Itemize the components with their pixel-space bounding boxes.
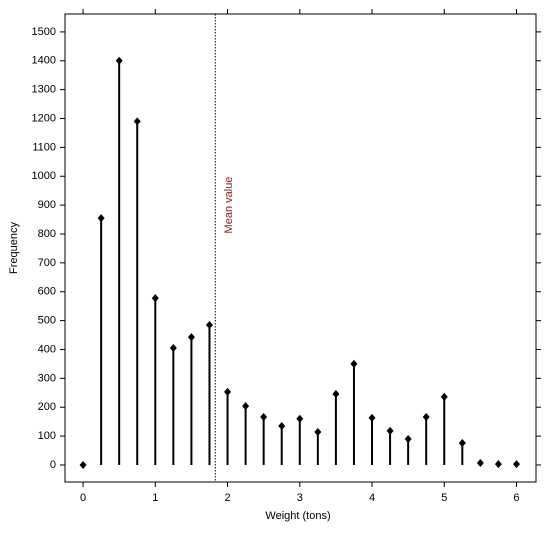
stem-marker bbox=[422, 413, 430, 422]
stem-marker bbox=[260, 413, 268, 422]
x-tick-label: 2 bbox=[224, 492, 230, 504]
stem-marker bbox=[151, 294, 159, 303]
y-tick-label: 100 bbox=[38, 430, 56, 442]
stem-marker bbox=[205, 320, 213, 329]
y-tick-label: 0 bbox=[50, 459, 56, 471]
stem-marker bbox=[169, 344, 177, 353]
mean-annotation: Mean value bbox=[223, 177, 235, 234]
x-tick-label: 0 bbox=[80, 492, 86, 504]
y-tick-label: 200 bbox=[38, 401, 56, 413]
stem-marker bbox=[458, 439, 466, 448]
stem-marker bbox=[368, 413, 376, 422]
y-axis-label: Frequency bbox=[8, 222, 20, 274]
y-tick-label: 1200 bbox=[32, 112, 56, 124]
x-axis-label: Weight (tons) bbox=[265, 510, 330, 522]
stem-marker bbox=[386, 426, 394, 435]
y-tick-label: 900 bbox=[38, 199, 56, 211]
y-tick-label: 1100 bbox=[32, 141, 56, 153]
x-tick-label: 6 bbox=[513, 492, 519, 504]
x-tick-label: 4 bbox=[369, 492, 375, 504]
stem-marker bbox=[440, 392, 448, 401]
stem-marker bbox=[133, 117, 141, 126]
y-tick-label: 1300 bbox=[32, 84, 56, 96]
x-tick-label: 1 bbox=[152, 492, 158, 504]
y-tick-label: 800 bbox=[38, 228, 56, 240]
stem-marker bbox=[79, 460, 87, 469]
y-tick-label: 700 bbox=[38, 257, 56, 269]
y-tick-label: 1000 bbox=[32, 170, 56, 182]
y-tick-label: 400 bbox=[38, 343, 56, 355]
stem-marker bbox=[224, 387, 232, 396]
stem-marker bbox=[350, 359, 358, 368]
stem-marker bbox=[476, 458, 484, 467]
y-tick-label: 1500 bbox=[32, 26, 56, 38]
stem-marker bbox=[296, 414, 304, 423]
stem-marker bbox=[278, 421, 286, 430]
stem-marker bbox=[187, 333, 195, 342]
plot-frame bbox=[64, 13, 537, 483]
stem-marker bbox=[242, 402, 250, 411]
x-tick-label: 5 bbox=[441, 492, 447, 504]
stem-marker bbox=[332, 389, 340, 398]
stem-marker bbox=[512, 460, 520, 469]
stem-marker bbox=[404, 434, 412, 443]
y-tick-label: 300 bbox=[38, 372, 56, 384]
y-tick-label: 1400 bbox=[32, 55, 56, 67]
stem-marker bbox=[494, 460, 502, 469]
x-tick-label: 3 bbox=[297, 492, 303, 504]
stem-marker bbox=[97, 214, 105, 223]
stem-marker bbox=[314, 428, 322, 437]
stem-marker bbox=[115, 56, 123, 65]
y-tick-label: 600 bbox=[38, 286, 56, 298]
y-tick-label: 500 bbox=[38, 315, 56, 327]
